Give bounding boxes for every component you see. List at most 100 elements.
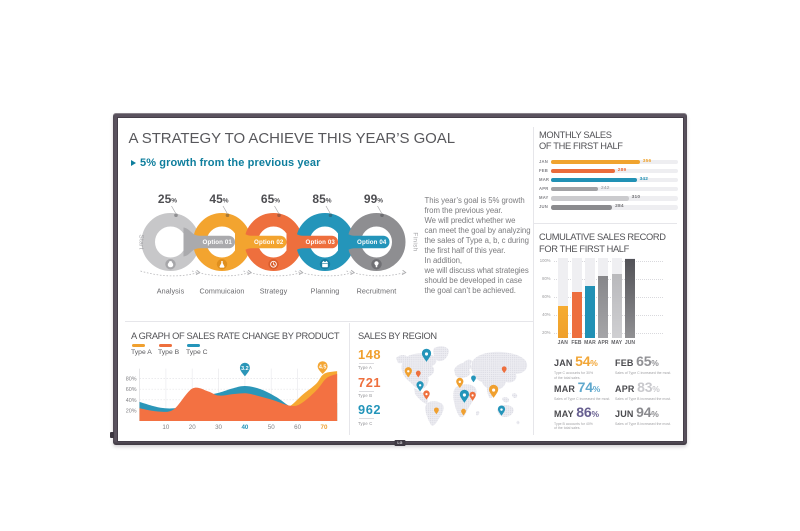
- cumulative-ytick: 80%: [542, 276, 551, 282]
- stat-month: MAR: [554, 384, 576, 394]
- stat-percent: 54%: [575, 353, 598, 369]
- percent-tick: [325, 205, 330, 213]
- month-stat: MAY 86% Type B accounts for 40% of the tot…: [554, 404, 614, 431]
- connector-band: [337, 227, 389, 256]
- power-button[interactable]: [110, 432, 114, 438]
- legend-label: Type C: [186, 349, 208, 357]
- dashed-arrow: [242, 270, 302, 276]
- map-pin-icon: [460, 408, 466, 416]
- stat-note: Type C accounts for 30% of the total sal…: [554, 371, 594, 380]
- goal-description-line: This year’s goal is 5% growth: [424, 195, 525, 205]
- stat-note: Sales of Type B increased the most.: [615, 421, 671, 426]
- monthly-bar-fill: [550, 205, 613, 210]
- percent-tick: [170, 205, 176, 213]
- cumulative-bar-track: [598, 258, 609, 338]
- step-label: Planning: [310, 286, 339, 295]
- goal-description-line: the sales of Type a, b, c during: [424, 235, 530, 245]
- region-total: 148 Type A: [358, 346, 408, 370]
- arrowhead-icon: [195, 269, 201, 275]
- monthly-bar-label: MAR: [539, 177, 550, 183]
- cumulative-sales-title: CUMULATIVE SALES RECORD FOR THE FIRST HA…: [539, 232, 666, 254]
- goal-description-line: the goal can’t be achieved.: [424, 285, 516, 295]
- calendar-icon: [321, 260, 328, 267]
- marker-value: 4.5: [318, 364, 326, 370]
- region-total-underline: [359, 362, 374, 364]
- region-total: 721 Type B: [358, 376, 408, 398]
- cumulative-xtick: MAR: [584, 340, 596, 346]
- area-xtick: 70: [320, 423, 327, 430]
- cumulative-ytick: 100%: [539, 258, 551, 264]
- step-label: Strategy: [259, 286, 287, 295]
- flask-icon: [219, 260, 224, 268]
- goal-description-line: from the previous year.: [424, 205, 503, 215]
- connector-label: Option 01: [202, 239, 232, 246]
- area-ytick: 40%: [125, 397, 136, 403]
- region-total-underline: [359, 418, 374, 419]
- cumulative-bar-track: [625, 258, 635, 338]
- percent-dot: [379, 212, 384, 217]
- step-percent: 85%: [312, 192, 331, 206]
- map-pin-hole: [462, 393, 466, 397]
- month-stat: MAR 74% Sales of Type C increased the most…: [554, 379, 614, 402]
- monthly-bar-track: [550, 177, 678, 183]
- area-xtick: 20: [188, 423, 195, 430]
- clock-icon: [269, 260, 277, 268]
- stat-percent: 94%: [636, 403, 659, 420]
- step-label: Recruitment: [356, 286, 396, 295]
- area-xtick: 50: [267, 423, 274, 430]
- percent-dot: [225, 212, 229, 217]
- cumulative-ytick: 60%: [542, 294, 551, 300]
- cumulative-xtick: JUN: [624, 340, 636, 346]
- area-ytick: 20%: [125, 408, 136, 414]
- monthly-bar-track: [550, 205, 678, 210]
- map-pin-icon: [501, 366, 507, 374]
- cumulative-bar-fill: [625, 258, 635, 338]
- arrowhead-icon: [401, 269, 407, 275]
- stat-note: Sales of Type B increased the most.: [615, 397, 671, 401]
- continent-shape: [432, 346, 449, 362]
- process-donut-chain: Option 01 Option 02 Option 03 Option 04 25% A…: [137, 192, 418, 296]
- sales-rate-title: A GRAPH OF SALES RATE CHANGE BY PRODUCT: [131, 330, 340, 341]
- step-label: Analysis: [156, 286, 184, 295]
- monthly-bar-fill: [550, 177, 637, 183]
- monthly-bar-fill: [550, 168, 615, 174]
- legend-label: Type B: [158, 349, 180, 357]
- goal-description-line: In addition,: [424, 255, 463, 265]
- region-total-value: 962: [358, 402, 382, 417]
- monthly-bar-track: [550, 159, 678, 165]
- goal-description: This year’s goal is 5% growth from the pr…: [425, 196, 531, 296]
- cumulative-bar-fill: [571, 292, 582, 338]
- stat-percent: 86%: [576, 403, 599, 420]
- region-total-value: 148: [358, 346, 382, 362]
- area-xtick: 30: [215, 423, 222, 430]
- area-series-type-b: [139, 373, 337, 421]
- triangle-bullet-icon: [131, 159, 136, 166]
- world-map: [395, 346, 527, 426]
- cumulative-bar-track: [571, 258, 582, 338]
- legend-item: Type A: [131, 343, 152, 357]
- dashed-arrow: [139, 270, 199, 276]
- percent-tick: [273, 205, 279, 213]
- dashed-arrow: [345, 270, 405, 276]
- continent-shape: [475, 410, 479, 416]
- start-label: Start: [137, 234, 144, 249]
- month-stat: FEB 65% Sales of Type C increased the most…: [615, 353, 675, 376]
- sales-rate-area-chart: 80% 60% 40% 20% 10 20 30 40 50 60 70 3.2 4.5: [125, 359, 337, 430]
- dashboard-title: A STRATEGY TO ACHIEVE THIS YEAR’S GOAL: [128, 130, 456, 147]
- region-total: 962 Type C: [358, 402, 408, 425]
- marker-value: 3.2: [241, 365, 249, 371]
- goal-description-line: we will discuss what strategies: [424, 265, 529, 275]
- monthly-bar-row: MAR 342: [539, 176, 679, 185]
- stat-month: JUN: [615, 408, 634, 419]
- monthly-bar-fill: [550, 186, 599, 192]
- monthly-bar-value: 356: [642, 158, 652, 164]
- percent-dot: [173, 212, 178, 217]
- arrowhead-icon: [349, 269, 355, 275]
- step-percent: 25%: [157, 192, 176, 206]
- area-ytick: 80%: [125, 376, 136, 382]
- legend-label: Type A: [131, 349, 152, 357]
- map-pin-icon: [433, 407, 439, 415]
- percent-dot: [328, 212, 332, 217]
- continent-shape: [511, 393, 517, 398]
- connector-band: [234, 227, 286, 256]
